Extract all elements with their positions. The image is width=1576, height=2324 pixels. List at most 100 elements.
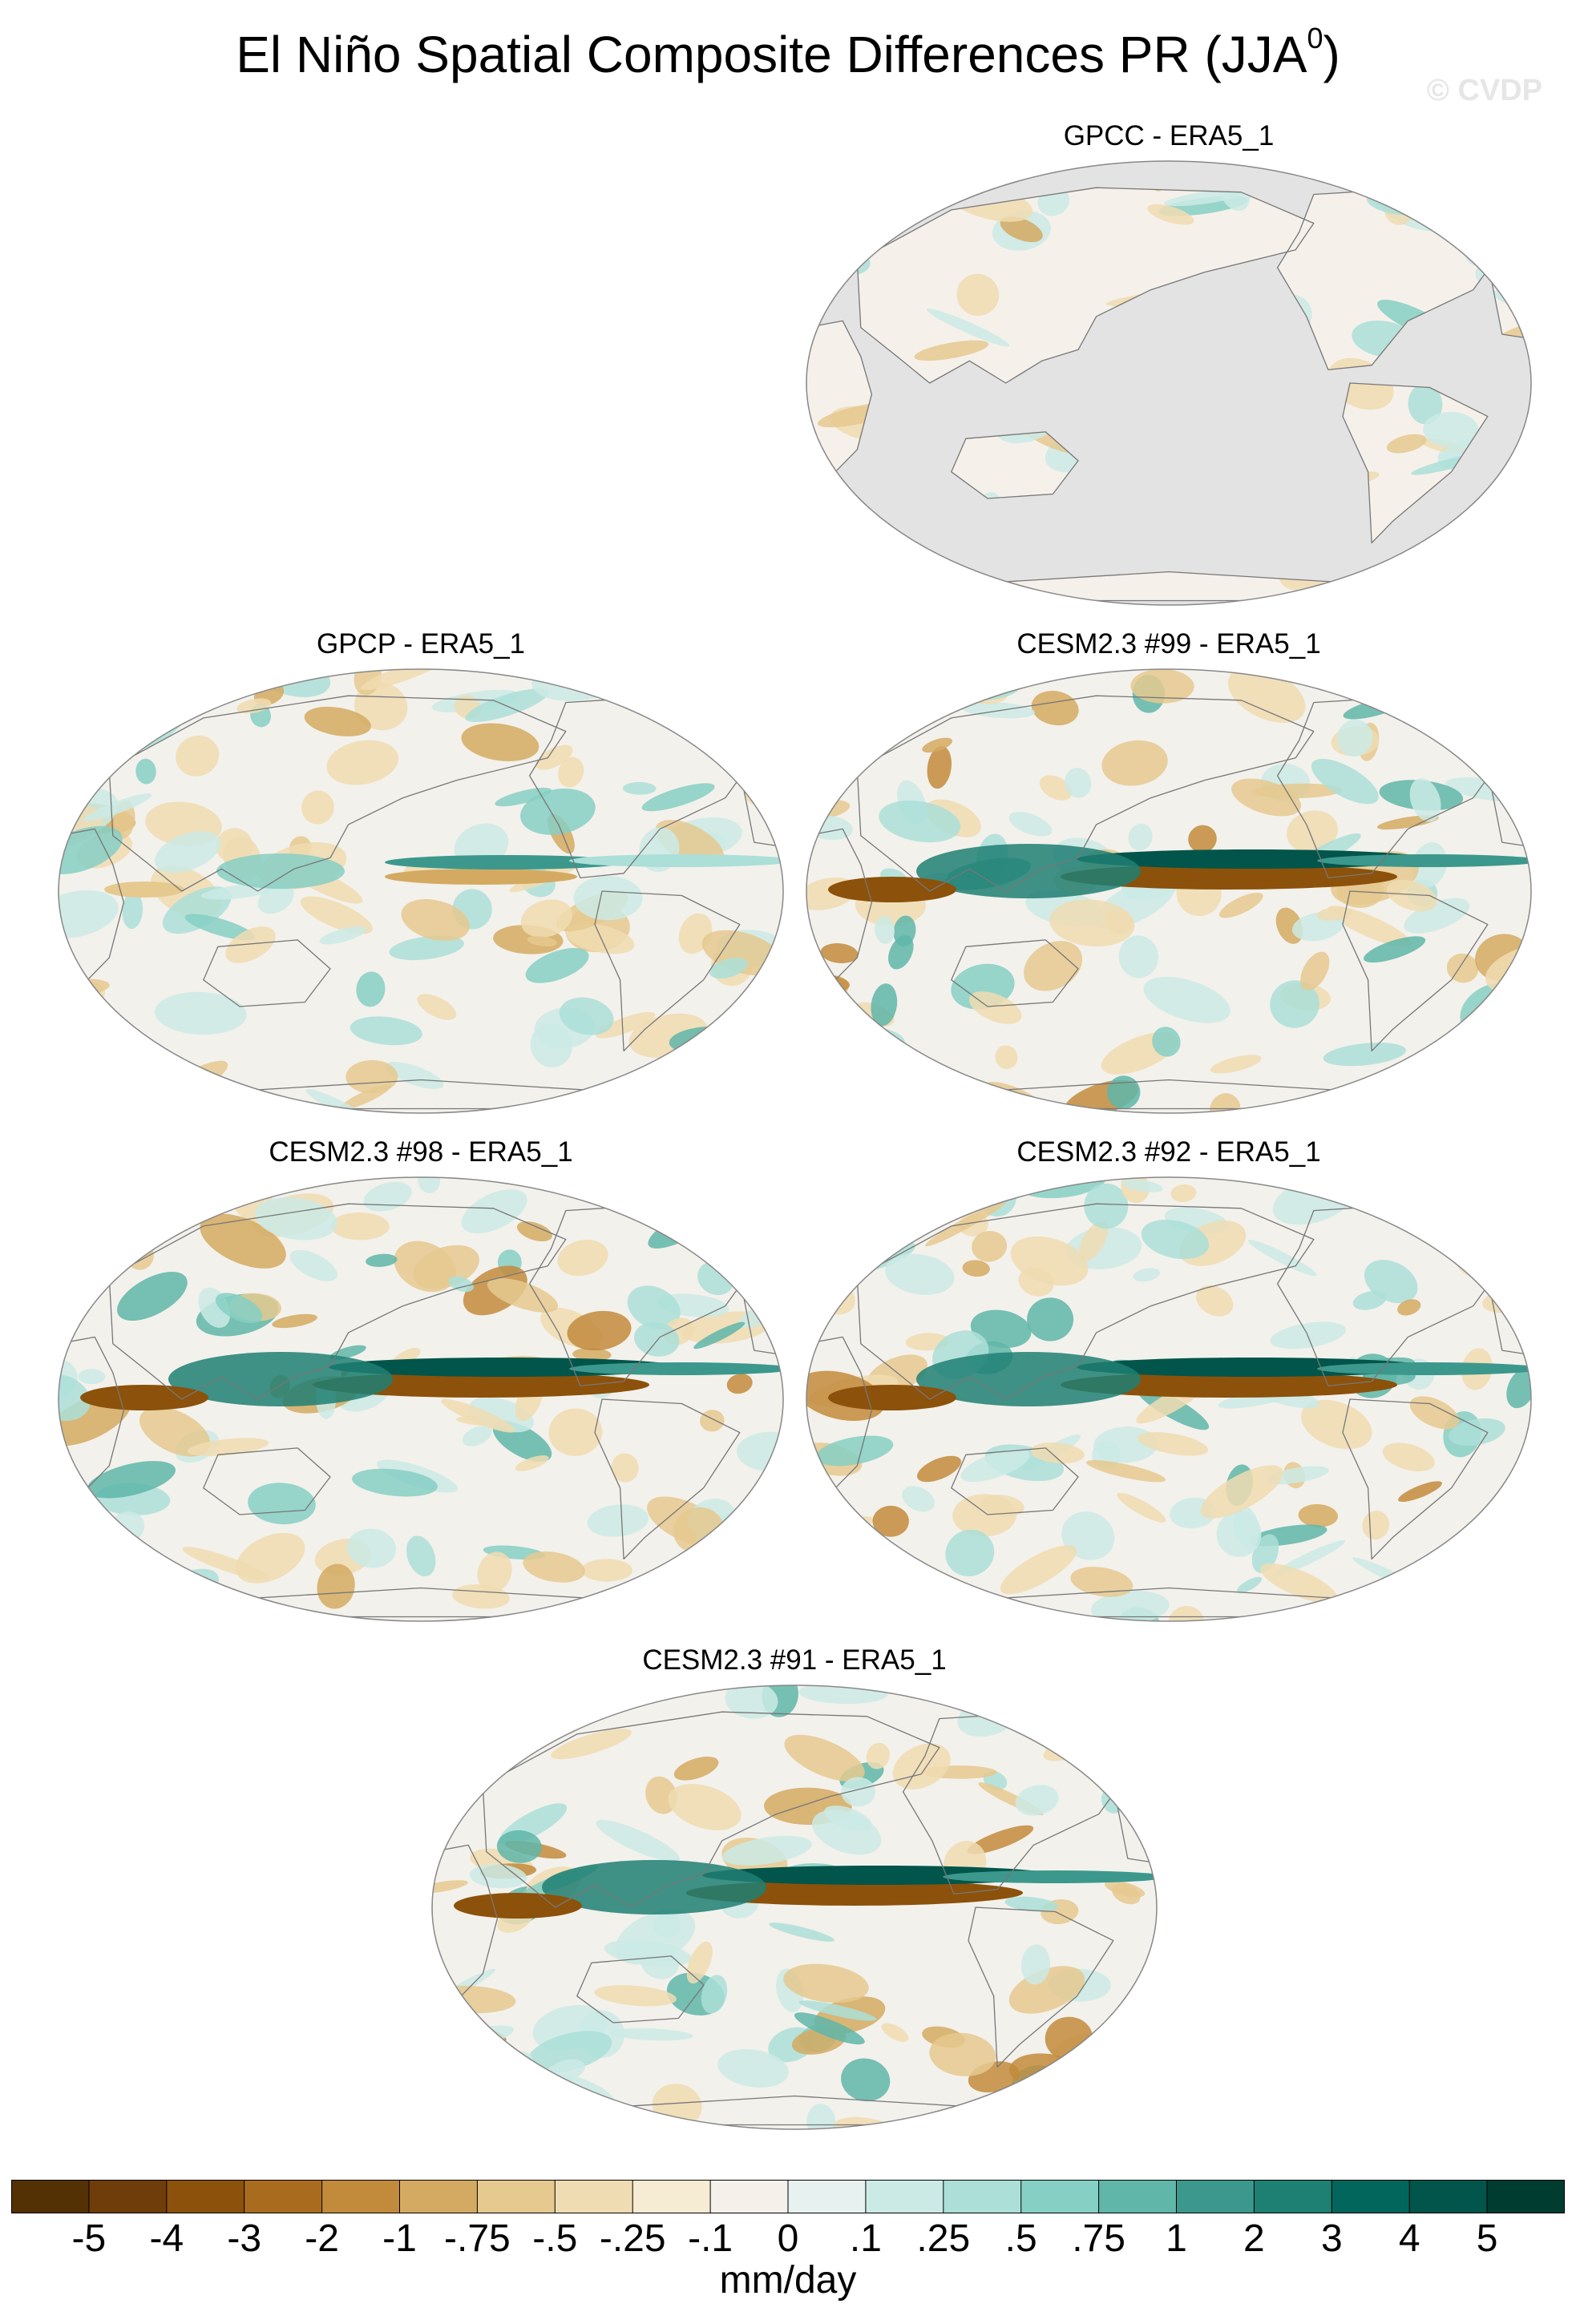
coastline-australia: [576, 1955, 705, 2023]
anomaly-patch: [1419, 1188, 1440, 1225]
colorbar-tick-label: -.75: [444, 2217, 511, 2260]
colorbar-tick-label: .1: [849, 2217, 882, 2260]
anomaly-patch: [304, 706, 371, 736]
anomaly-patch: [1101, 740, 1168, 786]
coastline-south-america: [968, 1906, 1114, 2068]
anomaly-patch: [1432, 1547, 1504, 1578]
anomaly-patch: [1210, 1093, 1241, 1113]
colorbar-swatch: [1254, 2180, 1332, 2213]
itcz-wet-band: [385, 855, 625, 869]
anomaly-patch: [806, 1461, 826, 1503]
anomaly-patch: [361, 669, 447, 691]
anomaly-patch: [59, 890, 119, 938]
anomaly-patch: [1096, 2048, 1157, 2101]
coastline-australia: [203, 939, 331, 1007]
anomaly-patch: [137, 683, 187, 709]
anomaly-patch: [611, 1453, 639, 1483]
anomaly-patch: [784, 1734, 865, 1782]
anomaly-patch: [587, 1504, 649, 1537]
atlantic-itcz: [569, 854, 783, 867]
colorbar-tick-label: 5: [1476, 2217, 1498, 2260]
anomaly-patch: [1078, 1221, 1108, 1261]
anomaly-patch: [1311, 758, 1379, 805]
coastline-south-america: [594, 890, 741, 1052]
world-map: [806, 160, 1532, 606]
anomaly-patch: [1270, 980, 1319, 1028]
colorbar-swatch: [632, 2180, 711, 2213]
anomaly-patch: [806, 1562, 879, 1609]
coastline-asia: [108, 695, 567, 892]
anomaly-patch: [821, 188, 901, 232]
anomaly-patch: [174, 669, 202, 688]
anomaly-patch: [688, 715, 775, 744]
anomaly-patch: [1386, 434, 1427, 454]
anomaly-patch: [668, 1784, 742, 1830]
anomaly-patch: [441, 1398, 515, 1433]
anomaly-patch: [73, 1540, 133, 1574]
anomaly-patch: [59, 992, 96, 1019]
anomaly-patch: [866, 1742, 890, 1769]
anomaly-patch: [1466, 1103, 1516, 1113]
coastline-asia: [108, 1203, 567, 1400]
anomaly-patch: [960, 1449, 1030, 1483]
anomaly-patch: [581, 1559, 632, 1582]
anomaly-patch: [469, 1864, 527, 1889]
map-border: [58, 1176, 784, 1622]
anomaly-patch: [59, 1095, 78, 1113]
anomaly-patch: [1027, 1297, 1074, 1342]
indian-ocean-dry: [104, 882, 184, 898]
coastline-asia: [856, 187, 1315, 384]
colorbar-tick-label: 2: [1243, 2217, 1265, 2260]
colorbar-tick-label: 1: [1166, 2217, 1187, 2260]
anomaly-patch: [968, 991, 1022, 1024]
anomaly-patch: [609, 2027, 693, 2041]
colorbar-tick-label: -3: [227, 2217, 262, 2260]
anomaly-patch: [1020, 1944, 1051, 1985]
anomaly-patch: [59, 1374, 91, 1422]
anomaly-patch: [462, 1426, 492, 1446]
anomaly-patch: [1070, 1567, 1134, 1597]
anomaly-patch: [636, 1608, 724, 1621]
anomaly-patch: [1000, 216, 1043, 243]
anomaly-patch: [1168, 1605, 1204, 1621]
anomaly-patch: [483, 1685, 528, 1709]
maritime-continent-wet: [542, 1860, 766, 1914]
anomaly-patch: [461, 723, 539, 761]
anomaly-patch: [596, 1819, 681, 1862]
anomaly-patch: [722, 1835, 812, 1866]
anomaly-patch: [107, 696, 133, 730]
anomaly-patch: [443, 2025, 465, 2049]
anomaly-patch: [1049, 899, 1135, 947]
anomaly-patch: [717, 2048, 789, 2088]
coastline-asia: [856, 695, 1315, 892]
anomaly-patch: [806, 224, 873, 238]
colorbar-swatch: [1176, 2180, 1255, 2213]
anomaly-patch: [248, 1483, 316, 1525]
colorbar-swatch: [11, 2180, 90, 2213]
anomaly-patch: [1084, 1183, 1129, 1229]
colorbar-tick-label: 3: [1320, 2217, 1343, 2260]
anomaly-patch: [1024, 941, 1083, 991]
anomaly-patch: [573, 875, 643, 921]
anomaly-patch: [432, 1880, 468, 1894]
anomaly-patch: [725, 1685, 778, 1719]
anomaly-patch: [872, 1505, 909, 1537]
coastline-asia: [856, 1203, 1315, 1400]
colorbar: [11, 2180, 1565, 2213]
anomaly-patch: [1298, 1503, 1338, 1527]
anomaly-patch: [693, 1321, 746, 1350]
anomaly-patch: [855, 670, 908, 706]
coastline-australia: [951, 939, 1079, 1007]
anomaly-patch: [352, 1468, 438, 1497]
anomaly-patch: [1195, 1285, 1234, 1317]
anomaly-patch: [59, 1228, 119, 1267]
anomaly-patch: [1386, 879, 1437, 912]
colorbar-units: mm/day: [719, 2259, 857, 2302]
anomaly-patch: [1031, 691, 1079, 726]
anomaly-patch: [1106, 1075, 1141, 1109]
anomaly-patch: [817, 1542, 900, 1572]
colorbar-tick-label: .25: [916, 2217, 971, 2260]
anomaly-patch: [1287, 810, 1338, 853]
anomaly-patch: [1218, 892, 1263, 918]
anomaly-patch: [641, 1591, 689, 1615]
